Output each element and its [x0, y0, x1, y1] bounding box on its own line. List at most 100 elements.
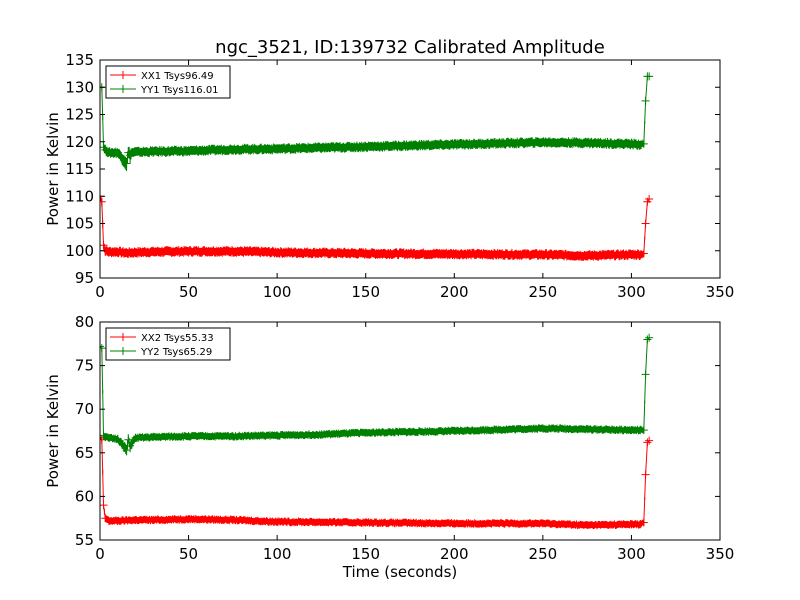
data-point: [627, 139, 636, 148]
data-point: [113, 434, 122, 443]
plot-area: [100, 72, 654, 261]
data-point: [538, 519, 547, 528]
data-point: [317, 430, 326, 439]
legend-box: [105, 327, 231, 361]
data-point: [184, 147, 193, 156]
data-point: [645, 72, 654, 81]
axes-frame: [99, 321, 721, 541]
plot-area: [100, 333, 654, 530]
x-tick-label: 300: [617, 545, 646, 563]
data-point: [100, 431, 108, 440]
x-tick-label: 250: [529, 283, 558, 301]
data-point: [131, 148, 140, 157]
x-tick-label: 150: [351, 283, 380, 301]
x-tick-label: 200: [440, 283, 469, 301]
data-point: [184, 515, 193, 524]
y-tick-label: 135: [65, 51, 94, 69]
data-point: [113, 516, 122, 525]
series-line: [100, 196, 650, 257]
data-point: [450, 519, 459, 528]
data-point: [538, 250, 547, 259]
series-xx: [100, 433, 654, 530]
data-point: [149, 433, 158, 442]
data-point: [228, 247, 237, 256]
data-point: [228, 145, 237, 154]
x-tick-label: 50: [179, 283, 198, 301]
data-point: [131, 433, 140, 442]
data-point: [101, 433, 110, 442]
x-tick-label: 50: [179, 545, 198, 563]
chart-title: ngc_3521, ID:139732 Calibrated Amplitude: [215, 37, 605, 58]
data-point: [113, 247, 122, 256]
legend-label: YY2 Tsys65.29: [140, 347, 212, 358]
data-point: [126, 441, 135, 450]
data-point: [124, 435, 133, 444]
x-tick-label: 300: [617, 283, 646, 301]
data-point: [450, 427, 459, 435]
data-point: [104, 247, 113, 256]
data-point: [122, 446, 131, 455]
data-point: [639, 249, 648, 258]
data-point: [643, 335, 652, 344]
data-point: [645, 194, 654, 203]
data-point: [273, 144, 282, 153]
data-point: [122, 159, 131, 168]
data-point: [641, 219, 650, 228]
x-tick-label: 0: [95, 283, 105, 301]
x-tick-label: 100: [263, 283, 292, 301]
data-point: [627, 520, 636, 529]
y-tick-label: 125: [65, 106, 94, 124]
data-point: [636, 520, 645, 529]
data-point: [538, 138, 547, 147]
y-tick-label: 105: [65, 215, 94, 233]
y-tick-label: 115: [65, 160, 94, 178]
series-xx: [100, 192, 654, 261]
y-tick-label: 65: [75, 444, 94, 462]
legend: XX2 Tsys55.33 YY2 Tsys65.29: [105, 327, 231, 361]
data-point: [645, 436, 654, 445]
data-point: [450, 140, 459, 149]
data-point: [583, 521, 592, 530]
data-point: [184, 432, 193, 441]
data-point: [122, 248, 131, 257]
error-bars: [100, 436, 646, 530]
legend-label: YY1 Tsys116.01: [140, 85, 219, 96]
y-axis-label: Power in Kelvin: [44, 374, 62, 488]
x-axis: 0 50 100 150 200 250 300 350: [95, 60, 734, 301]
y-tick-label: 100: [65, 242, 94, 260]
x-tick-label: 350: [706, 283, 735, 301]
data-point: [583, 425, 592, 434]
data-point: [100, 344, 106, 353]
data-point: [100, 197, 106, 206]
data-point: [100, 501, 108, 510]
data-point: [104, 433, 113, 442]
data-point: [317, 143, 326, 152]
data-point: [100, 342, 104, 351]
data-point: [149, 515, 158, 524]
series-yy: [100, 333, 654, 456]
data-point: [636, 250, 645, 259]
data-point: [228, 432, 237, 441]
data-point: [645, 333, 654, 342]
data-point: [636, 140, 645, 149]
series-line: [100, 436, 650, 526]
y-axis: 95 100 105 110 115 120 125 130 135: [65, 51, 720, 287]
data-point: [273, 517, 282, 526]
x-tick-label: 250: [529, 545, 558, 563]
y-tick-label: 70: [75, 400, 94, 418]
data-point: [127, 148, 136, 157]
data-point: [361, 249, 370, 258]
y-tick-label: 120: [65, 133, 94, 151]
data-point: [643, 438, 652, 447]
x-axis-label: Time (seconds): [342, 563, 458, 581]
data-point: [627, 250, 636, 259]
data-point: [583, 251, 592, 260]
y-axis-label: Power in Kelvin: [44, 112, 62, 226]
x-axis: 0 50 100 150 200 250 300 350: [95, 322, 734, 563]
data-point: [641, 96, 650, 105]
data-point: [184, 247, 193, 256]
legend-label: XX1 Tsys96.49: [141, 71, 214, 82]
data-point: [641, 370, 650, 379]
y-tick-label: 75: [75, 357, 94, 375]
